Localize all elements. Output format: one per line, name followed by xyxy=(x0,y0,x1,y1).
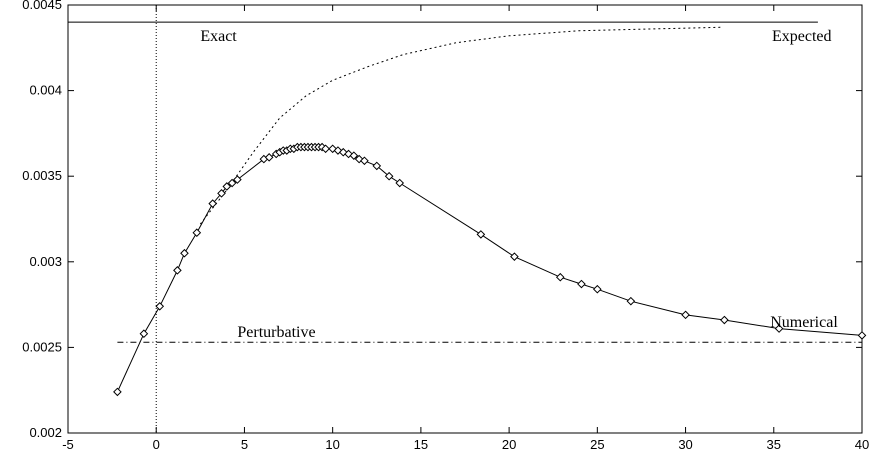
numerical-data-point xyxy=(354,154,364,164)
numerical-data-point xyxy=(384,171,394,181)
chart-labels: Exact Expected Numerical Perturbative xyxy=(200,28,838,341)
numerical-data-point xyxy=(208,199,217,208)
y-tick-label: 0.0025 xyxy=(22,339,62,354)
x-tick-label: 15 xyxy=(414,437,428,452)
numerical-data-point xyxy=(139,329,149,339)
numerical-data-point xyxy=(360,156,369,166)
plot-frame xyxy=(67,4,863,434)
numerical-data-point xyxy=(155,302,165,311)
y-tick-label: 0.004 xyxy=(29,83,62,98)
numerical-data-point xyxy=(338,147,348,157)
series-line-expected xyxy=(199,26,721,225)
numerical-data-point xyxy=(321,144,330,154)
numerical-data-point xyxy=(344,149,353,159)
series-label-numerical: Numerical xyxy=(770,314,838,331)
x-tick-label: 35 xyxy=(767,437,781,452)
numerical-data-point xyxy=(333,146,343,155)
series-label-exact: Exact xyxy=(200,28,237,45)
numerical-data-point xyxy=(264,153,274,162)
series-label-perturbative: Perturbative xyxy=(237,324,315,341)
numerical-data-point xyxy=(577,279,586,289)
x-tick-label: -5 xyxy=(62,437,74,452)
numerical-data-point xyxy=(222,182,232,191)
y-tick-label: 0.0045 xyxy=(22,0,62,12)
numerical-data-point xyxy=(476,230,486,239)
numerical-data-point xyxy=(593,284,602,294)
x-tick-label: 30 xyxy=(678,437,692,452)
numerical-data-point xyxy=(217,189,226,198)
y-tick-label: 0.002 xyxy=(29,425,62,440)
numerical-data-point xyxy=(180,248,189,258)
numerical-data-point xyxy=(349,151,359,160)
numerical-data-point xyxy=(113,387,122,397)
numerical-data-point xyxy=(720,315,729,325)
x-tick-label: 5 xyxy=(241,437,248,452)
numerical-data-point xyxy=(227,178,237,188)
numerical-data-point xyxy=(372,161,382,171)
x-tick-label: 0 xyxy=(153,437,160,452)
numerical-data-point xyxy=(328,144,337,154)
chart-axes xyxy=(67,4,863,434)
series-label-expected: Expected xyxy=(772,28,832,45)
numerical-data-point xyxy=(173,266,182,275)
numerical-data-point xyxy=(555,272,565,282)
numerical-data-point xyxy=(857,331,867,340)
chart-lines xyxy=(68,21,863,393)
numerical-data-point xyxy=(395,178,405,188)
chart-markers xyxy=(113,142,867,397)
numerical-data-point xyxy=(510,252,519,261)
numerical-data-point xyxy=(681,310,690,320)
numerical-data-point xyxy=(192,228,202,238)
y-tick-label: 0.003 xyxy=(29,254,62,269)
chart-ticks: -5 0 5 10 15 20 25 30 35 40 0.002 0.0025 0.003 0.0035… xyxy=(22,0,869,452)
x-tick-label: 20 xyxy=(502,437,516,452)
x-tick-label: 25 xyxy=(590,437,604,452)
numerical-data-point xyxy=(774,324,784,333)
x-tick-label: 10 xyxy=(325,437,339,452)
numerical-data-point xyxy=(626,296,636,306)
x-tick-label: 40 xyxy=(855,437,869,452)
y-tick-label: 0.0035 xyxy=(22,168,62,183)
numerical-data-point xyxy=(233,175,242,184)
